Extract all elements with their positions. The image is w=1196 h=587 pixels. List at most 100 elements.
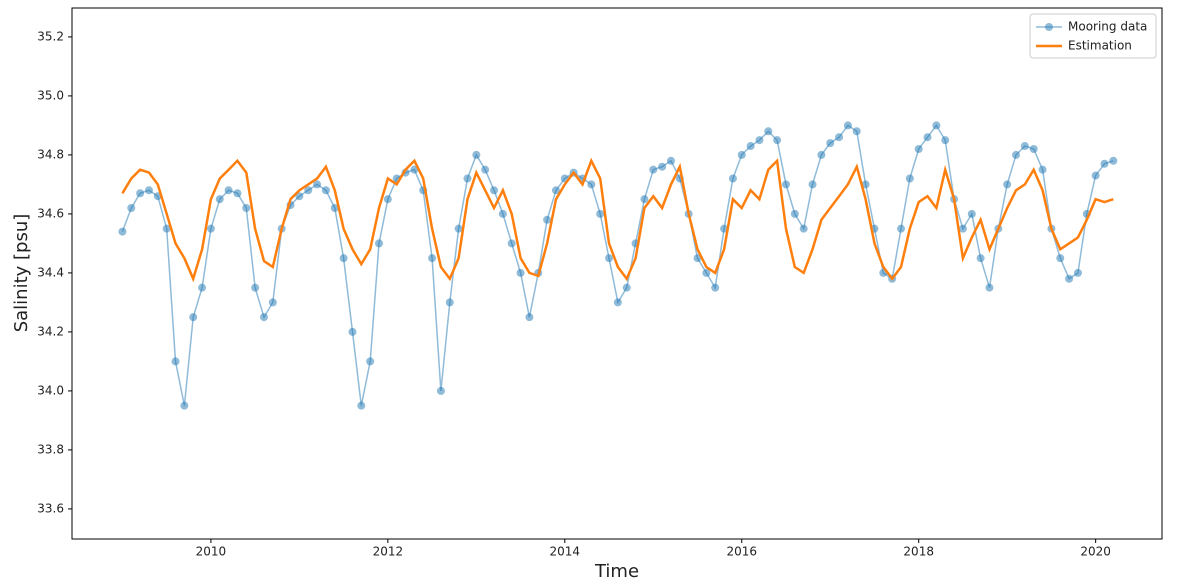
- mooring-point: [118, 227, 127, 236]
- x-tick-label: 2010: [196, 545, 227, 559]
- mooring-point: [313, 180, 322, 189]
- mooring-point: [799, 224, 808, 233]
- mooring-point: [720, 224, 729, 233]
- mooring-point: [366, 357, 375, 366]
- mooring-point: [330, 204, 339, 213]
- y-tick-label: 33.8: [37, 442, 64, 456]
- mooring-point: [348, 327, 357, 336]
- mooring-point: [897, 224, 906, 233]
- mooring-point: [1003, 180, 1012, 189]
- mooring-point: [215, 195, 224, 204]
- mooring-point: [976, 254, 985, 263]
- estimation-line: [121, 157, 1114, 283]
- mooring-point: [543, 215, 552, 224]
- mooring-point: [410, 165, 419, 174]
- mooring-point: [251, 283, 260, 292]
- mooring-point: [755, 136, 764, 145]
- mooring-point: [649, 165, 658, 174]
- mooring-point: [136, 189, 145, 198]
- y-tick-label: 34.8: [37, 147, 64, 161]
- mooring-point: [861, 180, 870, 189]
- mooring-point: [525, 313, 534, 322]
- mooring-point: [144, 186, 153, 195]
- y-tick-label: 35.2: [37, 29, 64, 43]
- mooring-point: [1100, 159, 1109, 168]
- mooring-point: [498, 209, 507, 218]
- mooring-point: [171, 357, 180, 366]
- mooring-point: [445, 298, 454, 307]
- x-tick-label: 2020: [1080, 545, 1111, 559]
- mooring-point: [206, 224, 215, 233]
- mooring-point: [905, 174, 914, 183]
- x-tick-label: 2016: [726, 545, 757, 559]
- mooring-point: [1038, 165, 1047, 174]
- x-tick-label: 2018: [903, 545, 934, 559]
- mooring-point: [622, 283, 631, 292]
- mooring-point: [1109, 156, 1118, 165]
- mooring-point: [941, 136, 950, 145]
- mooring-point: [808, 180, 817, 189]
- mooring-point: [339, 254, 348, 263]
- mooring-point: [242, 204, 251, 213]
- mooring-point: [516, 268, 525, 277]
- mooring-point: [436, 386, 445, 395]
- legend-marker: [1045, 23, 1053, 31]
- mooring-point: [472, 150, 481, 159]
- mooring-point: [233, 189, 242, 198]
- mooring-point: [835, 133, 844, 142]
- y-tick-label: 33.6: [37, 501, 64, 515]
- mooring-point: [1012, 150, 1021, 159]
- x-axis-title: Time: [594, 561, 639, 582]
- y-tick-label: 34.2: [37, 324, 64, 338]
- mooring-point: [737, 150, 746, 159]
- mooring-point: [383, 195, 392, 204]
- mooring-point: [180, 401, 189, 410]
- mooring-point: [932, 121, 941, 130]
- mooring-point: [790, 209, 799, 218]
- mooring-point: [127, 204, 136, 213]
- mooring-point: [428, 254, 437, 263]
- mooring-point: [162, 224, 171, 233]
- mooring-point: [658, 162, 667, 171]
- mooring-point: [357, 401, 366, 410]
- mooring-point: [640, 195, 649, 204]
- mooring-point: [375, 239, 384, 248]
- mooring-point: [666, 156, 675, 165]
- mooring-point: [817, 150, 826, 159]
- mooring-point: [781, 180, 790, 189]
- legend-label: Mooring data: [1068, 20, 1147, 34]
- mooring-point: [224, 186, 233, 195]
- mooring-point: [268, 298, 277, 307]
- mooring-point: [463, 174, 472, 183]
- mooring-point: [605, 254, 614, 263]
- mooring-point: [198, 283, 207, 292]
- mooring-point: [702, 268, 711, 277]
- mooring-point: [304, 186, 313, 195]
- plot-area: [118, 121, 1118, 410]
- mooring-point: [746, 142, 755, 151]
- mooring-point: [259, 313, 268, 322]
- mooring-point: [843, 121, 852, 130]
- mooring-point: [490, 186, 499, 195]
- mooring-point: [587, 180, 596, 189]
- mooring-point: [507, 239, 516, 248]
- mooring-point: [967, 209, 976, 218]
- mooring-point: [728, 174, 737, 183]
- mooring-point: [1056, 254, 1065, 263]
- y-tick-label: 35.0: [37, 88, 64, 102]
- mooring-point: [826, 139, 835, 148]
- mooring-point: [914, 145, 923, 154]
- plot-frame: [71, 7, 1163, 540]
- mooring-point: [693, 254, 702, 263]
- mooring-point: [1091, 171, 1100, 180]
- mooring-point: [764, 127, 773, 136]
- mooring-point: [711, 283, 720, 292]
- mooring-point: [852, 127, 861, 136]
- y-tick-label: 34.6: [37, 206, 64, 220]
- mooring-point: [1065, 274, 1074, 283]
- legend-label: Estimation: [1068, 39, 1132, 53]
- y-tick-label: 34.0: [37, 383, 64, 397]
- mooring-point: [985, 283, 994, 292]
- mooring-point: [551, 186, 560, 195]
